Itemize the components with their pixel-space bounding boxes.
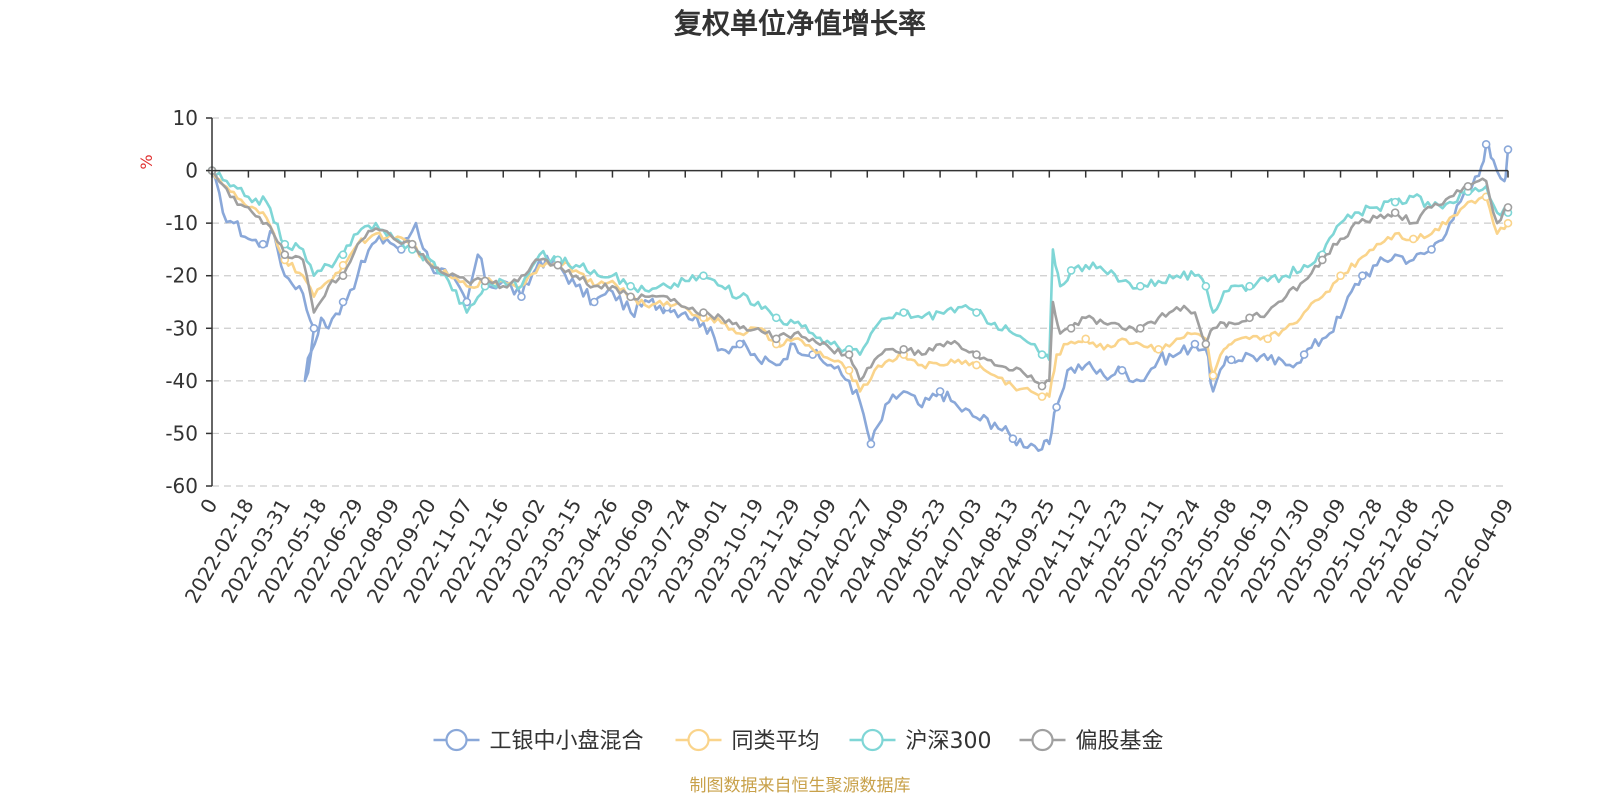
series-point <box>735 339 745 349</box>
legend-circle-icon <box>861 728 884 752</box>
legend-circle-icon <box>687 728 710 752</box>
series-point <box>626 292 635 302</box>
y-axis-unit: % <box>137 154 156 169</box>
series-point <box>1318 255 1327 265</box>
legend-label: 偏股基金 <box>1076 729 1164 754</box>
y-tick-label: -30 <box>165 316 198 340</box>
series-point <box>1208 371 1218 380</box>
series-point <box>1299 350 1309 359</box>
series-point <box>844 366 854 375</box>
series-point <box>899 308 908 317</box>
series-line <box>210 169 1510 362</box>
series-point <box>517 292 526 302</box>
series-point <box>1336 271 1345 281</box>
legend-circle-icon <box>1031 728 1054 752</box>
series-point <box>1463 182 1473 191</box>
series-point <box>972 308 981 317</box>
series-point <box>1066 266 1076 275</box>
series-point <box>1263 334 1273 344</box>
legend[interactable]: 工银中小盘混合 同类平均 沪深300 偏股基金 <box>433 728 1164 754</box>
series-point <box>626 281 635 291</box>
series-point <box>1136 281 1145 291</box>
y-tick-label: 10 <box>173 106 198 130</box>
series-point <box>258 239 268 249</box>
series-point <box>1136 323 1145 333</box>
series-point <box>1117 366 1127 375</box>
legend-item[interactable]: 沪深300 <box>849 728 992 754</box>
series-point <box>972 360 981 370</box>
series-point <box>1409 234 1418 244</box>
series-point <box>1427 245 1436 254</box>
series-point <box>1481 139 1491 149</box>
legend-label: 同类平均 <box>732 729 820 754</box>
series-point <box>899 345 908 354</box>
series-point <box>309 323 319 333</box>
series-point <box>1037 381 1047 391</box>
legend-item[interactable]: 同类平均 <box>675 728 820 754</box>
series-point <box>338 297 348 307</box>
y-tick-label: -10 <box>165 211 198 235</box>
series-group <box>207 166 1513 401</box>
series-line <box>210 169 1509 388</box>
series-group <box>207 166 1513 362</box>
y-tick-label: 0 <box>185 159 198 183</box>
series-point <box>844 350 854 359</box>
y-tick-label: -60 <box>165 474 198 498</box>
series-point <box>935 387 945 396</box>
legend-item[interactable]: 偏股基金 <box>1019 728 1164 754</box>
series-point <box>480 276 490 286</box>
series-point <box>1154 345 1163 354</box>
series-point <box>1008 434 1018 443</box>
series-point <box>1503 145 1513 154</box>
y-tick-label: -20 <box>165 264 198 288</box>
y-tick-label: -50 <box>165 421 198 445</box>
series-point <box>1503 218 1513 228</box>
series-point <box>1201 281 1211 291</box>
series-point <box>338 271 348 281</box>
series-point <box>589 297 599 307</box>
series-point <box>1390 197 1400 207</box>
series-point <box>1390 208 1400 217</box>
series-point <box>1037 350 1047 359</box>
series-point <box>338 260 348 270</box>
series-point <box>771 313 781 323</box>
series-point <box>1066 323 1076 333</box>
x-tick-label: 0 <box>195 495 222 518</box>
series-point <box>1201 339 1211 349</box>
series-point <box>1503 203 1513 212</box>
series-point <box>1245 281 1254 291</box>
series-point <box>338 250 348 259</box>
series-line <box>210 143 1510 452</box>
series-point <box>1358 271 1367 281</box>
series-point <box>553 260 563 270</box>
chart-title: 复权单位净值增长率 <box>674 7 926 40</box>
series-point <box>771 334 781 344</box>
series-point <box>1190 339 1200 349</box>
legend-circle-icon <box>445 728 468 752</box>
series-point <box>866 439 876 449</box>
legend-label: 沪深300 <box>906 729 992 754</box>
series-point <box>699 271 708 281</box>
series-point <box>699 308 708 317</box>
series-point <box>407 239 417 249</box>
series-point <box>1052 402 1061 412</box>
series-point <box>1245 313 1254 323</box>
y-tick-label: -40 <box>165 369 198 393</box>
series-lines <box>207 139 1513 452</box>
series-point <box>280 250 290 259</box>
legend-item[interactable]: 工银中小盘混合 <box>433 728 644 754</box>
series-point <box>1037 392 1047 401</box>
series-line <box>210 170 1510 399</box>
legend-label: 工银中小盘混合 <box>490 729 644 754</box>
series-point <box>972 350 981 359</box>
series-point <box>1081 334 1091 344</box>
series-point <box>1227 355 1236 365</box>
series-group <box>207 166 1513 391</box>
data-source-note: 制图数据来自恒生聚源数据库 <box>690 776 911 796</box>
series-group <box>207 139 1513 452</box>
